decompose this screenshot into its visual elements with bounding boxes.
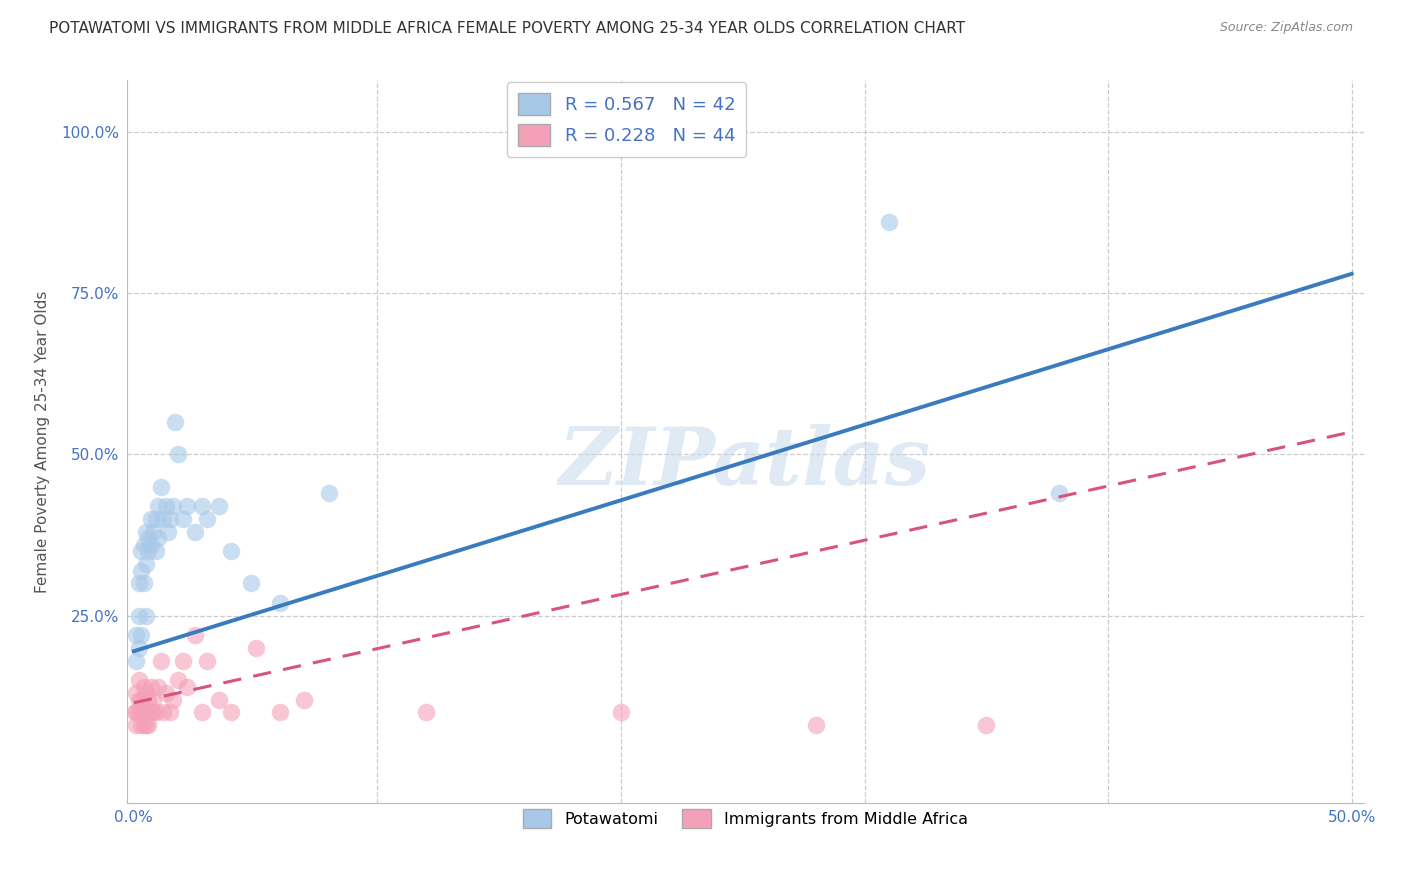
Point <box>132 538 155 552</box>
Point <box>152 706 174 720</box>
Point <box>165 415 187 429</box>
Point <box>148 531 170 545</box>
Point <box>145 512 167 526</box>
Point <box>135 608 157 623</box>
Point <box>129 564 152 578</box>
Point <box>292 692 315 706</box>
Point <box>269 596 291 610</box>
Point <box>156 524 179 539</box>
Point <box>132 706 155 720</box>
Point <box>149 480 172 494</box>
Point <box>129 544 152 558</box>
Point <box>149 654 172 668</box>
Point <box>138 718 160 732</box>
Point <box>318 486 340 500</box>
Point <box>135 524 157 539</box>
Point <box>804 718 827 732</box>
Point <box>152 512 174 526</box>
Point <box>135 706 157 720</box>
Point <box>974 718 997 732</box>
Point <box>176 680 198 694</box>
Point <box>128 706 150 720</box>
Point <box>172 654 194 668</box>
Point <box>125 628 148 642</box>
Point <box>208 499 231 513</box>
Point <box>195 512 218 526</box>
Legend: Potawatomi, Immigrants from Middle Africa: Potawatomi, Immigrants from Middle Afric… <box>516 802 974 835</box>
Point <box>135 686 157 700</box>
Point <box>125 718 148 732</box>
Text: POTAWATOMI VS IMMIGRANTS FROM MIDDLE AFRICA FEMALE POVERTY AMONG 25-34 YEAR OLDS: POTAWATOMI VS IMMIGRANTS FROM MIDDLE AFR… <box>49 21 966 36</box>
Point <box>191 706 214 720</box>
Text: Source: ZipAtlas.com: Source: ZipAtlas.com <box>1219 21 1353 34</box>
Point <box>132 680 155 694</box>
Point <box>138 692 160 706</box>
Point <box>135 557 157 571</box>
Point <box>245 640 267 655</box>
Point <box>139 706 162 720</box>
Point <box>877 215 900 229</box>
Point <box>125 654 148 668</box>
Point <box>148 680 170 694</box>
Point <box>166 673 188 688</box>
Point <box>159 512 181 526</box>
Point <box>132 576 155 591</box>
Point <box>184 628 207 642</box>
Point <box>142 524 165 539</box>
Point <box>145 706 167 720</box>
Point <box>145 544 167 558</box>
Point <box>208 692 231 706</box>
Point <box>135 718 157 732</box>
Point <box>155 499 177 513</box>
Point <box>128 640 150 655</box>
Point <box>125 686 148 700</box>
Point <box>172 512 194 526</box>
Point <box>162 499 184 513</box>
Point <box>159 706 181 720</box>
Point <box>415 706 437 720</box>
Point <box>162 692 184 706</box>
Point <box>129 706 152 720</box>
Point <box>138 531 160 545</box>
Point <box>219 706 242 720</box>
Point <box>1047 486 1070 500</box>
Point <box>142 706 165 720</box>
Point <box>139 512 162 526</box>
Point <box>176 499 198 513</box>
Point <box>128 576 150 591</box>
Point <box>166 447 188 461</box>
Point <box>610 706 633 720</box>
Point <box>139 680 162 694</box>
Point <box>219 544 242 558</box>
Text: ZIPatlas: ZIPatlas <box>560 425 931 502</box>
Point <box>195 654 218 668</box>
Point <box>125 706 148 720</box>
Point <box>124 706 146 720</box>
Point <box>128 692 150 706</box>
Point <box>129 628 152 642</box>
Point <box>148 499 170 513</box>
Point <box>128 608 150 623</box>
Y-axis label: Female Poverty Among 25-34 Year Olds: Female Poverty Among 25-34 Year Olds <box>35 291 51 592</box>
Point <box>269 706 291 720</box>
Point <box>129 692 152 706</box>
Point <box>138 544 160 558</box>
Point <box>142 692 165 706</box>
Point <box>191 499 214 513</box>
Point <box>239 576 262 591</box>
Point <box>132 718 155 732</box>
Point <box>155 686 177 700</box>
Point <box>184 524 207 539</box>
Point <box>139 538 162 552</box>
Point <box>129 718 152 732</box>
Point <box>128 673 150 688</box>
